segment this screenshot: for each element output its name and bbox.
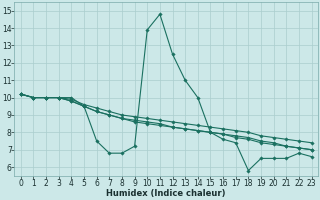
X-axis label: Humidex (Indice chaleur): Humidex (Indice chaleur) <box>107 189 226 198</box>
